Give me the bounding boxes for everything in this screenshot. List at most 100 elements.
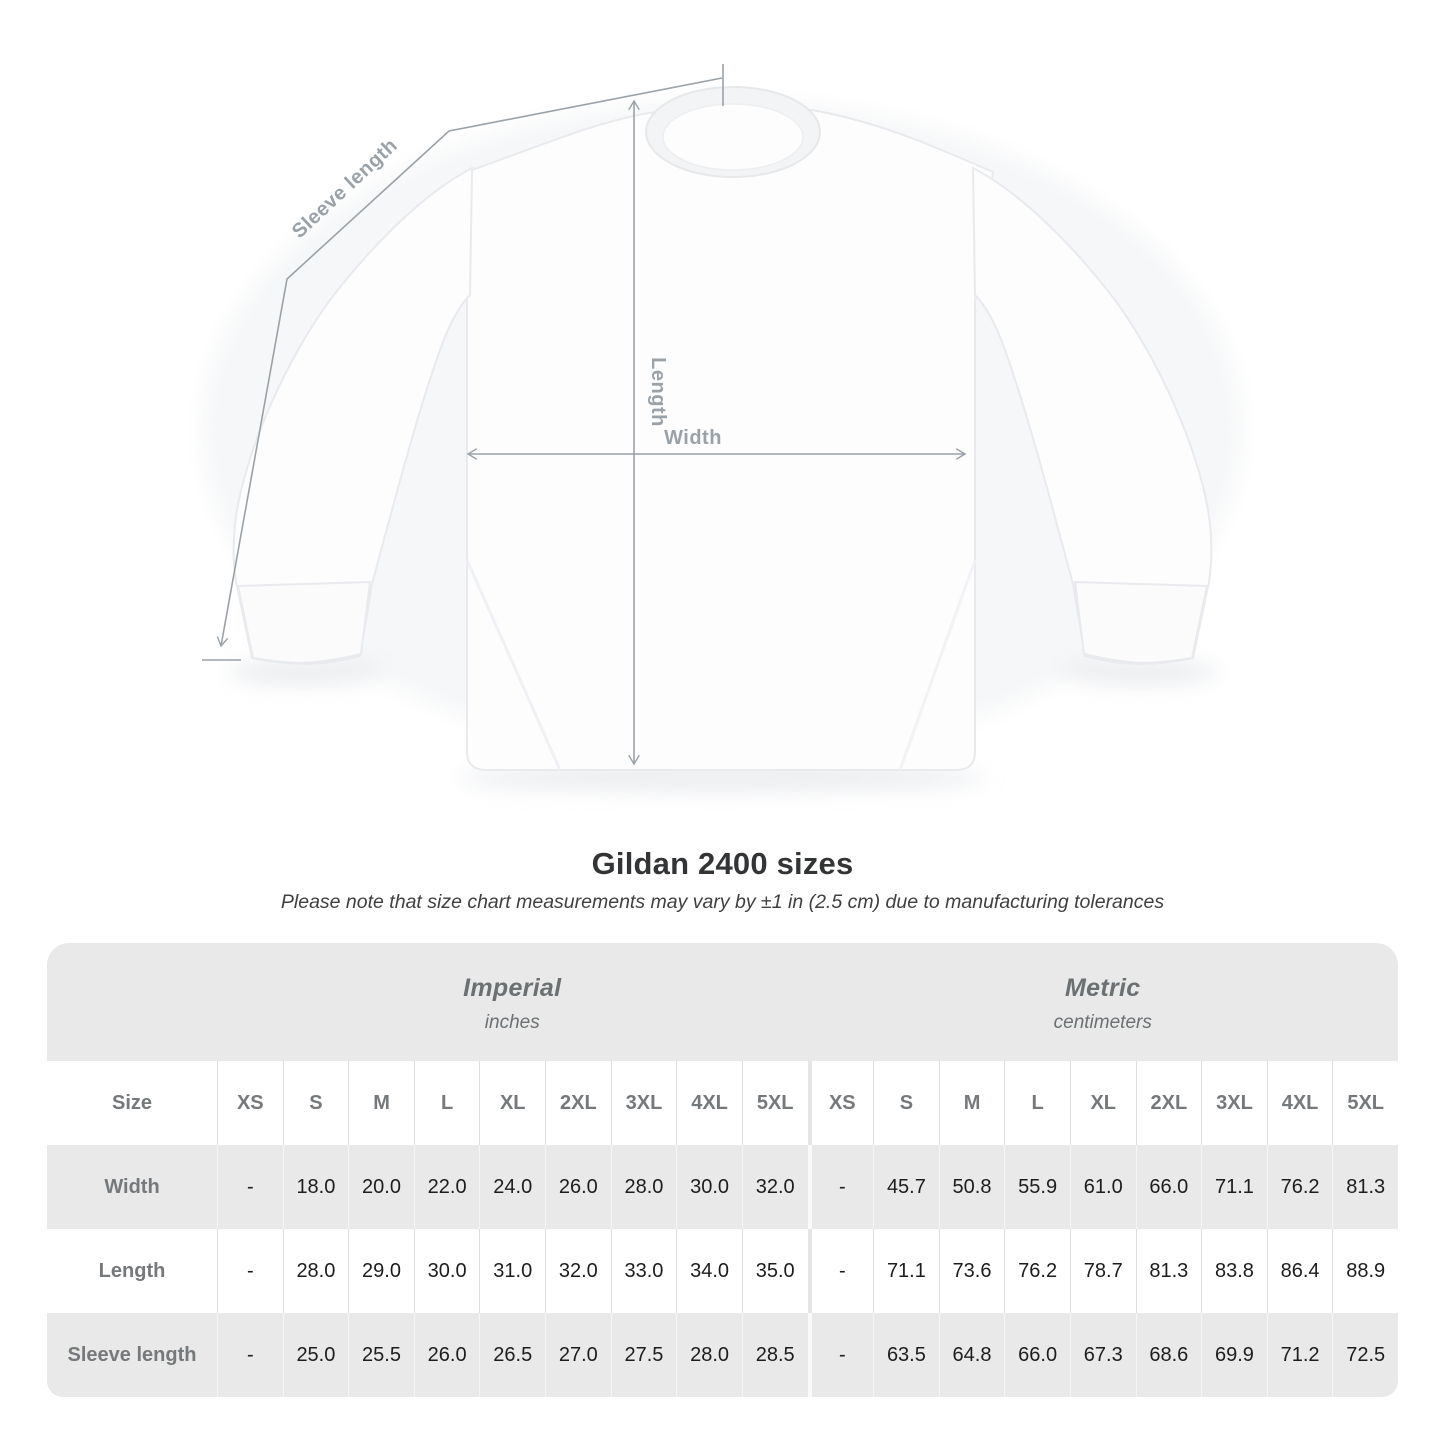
- shirt-right-cuff: [1073, 580, 1209, 664]
- value-cell-metric: 63.5: [873, 1313, 939, 1397]
- value-cell-metric: 64.8: [938, 1313, 1005, 1397]
- value-cell-imperial: 32.0: [741, 1145, 808, 1229]
- length-label: Length: [647, 357, 669, 427]
- size-col-metric-4xl: 4XL: [1266, 1061, 1333, 1145]
- unit-header-spacer: [47, 943, 217, 1061]
- value-cell-imperial: 28.0: [610, 1145, 677, 1229]
- size-col-imperial-3xl: 3XL: [610, 1061, 677, 1145]
- value-cell-imperial: 22.0: [413, 1145, 480, 1229]
- metric-unit: centimeters: [1053, 1012, 1152, 1033]
- shirt: [232, 86, 1213, 771]
- unit-header-band: Imperial inches Metric centimeters: [47, 943, 1398, 1061]
- imperial-unit: inches: [484, 1012, 540, 1033]
- measurement-row: Length -28.0 29.0 30.0 31.0 32.0 33.0 34.0 35.0-…: [47, 1229, 1398, 1313]
- shirt-right-sleeve: [971, 166, 1213, 665]
- metric-title: Metric: [1065, 974, 1141, 1002]
- value-cell-metric: 55.9: [1004, 1145, 1070, 1229]
- value-cell-imperial: 28.0: [676, 1313, 742, 1397]
- value-cell-imperial: -: [217, 1313, 283, 1397]
- size-col-imperial-4xl: 4XL: [676, 1061, 742, 1145]
- value-cell-imperial: 29.0: [348, 1229, 414, 1313]
- size-col-metric-3xl: 3XL: [1201, 1061, 1267, 1145]
- value-cell-imperial: 31.0: [479, 1229, 545, 1313]
- metric-header: Metric centimeters: [808, 943, 1399, 1061]
- shirt-body: [466, 108, 995, 771]
- row-label: Width: [104, 1175, 160, 1198]
- value-cell-metric: 81.3: [1332, 1145, 1398, 1229]
- value-cell-metric: 72.5: [1332, 1313, 1398, 1397]
- measurement-lines: [202, 64, 967, 766]
- row-label: Length: [98, 1259, 166, 1282]
- size-col-metric-2xl: 2XL: [1135, 1061, 1202, 1145]
- size-col-metric-l: L: [1004, 1061, 1070, 1145]
- tolerance-note: Please note that size chart measurements…: [280, 891, 1165, 913]
- value-cell-imperial: 26.5: [479, 1313, 545, 1397]
- value-cell-metric: 66.0: [1004, 1313, 1070, 1397]
- size-header-row: Size XS S M L XL 2XL 3XL 4XL 5XL XS S M L XL 2XL 3XL 4XL 5…: [47, 1061, 1398, 1145]
- shirt-left-cuff: [236, 580, 372, 664]
- size-col-metric-m: M: [938, 1061, 1005, 1145]
- value-cell-imperial: 30.0: [413, 1229, 480, 1313]
- size-table-body: Size XS S M L XL 2XL 3XL 4XL 5XL XS S M L XL 2XL 3XL 4XL 5…: [47, 1061, 1398, 1397]
- value-cell-imperial: -: [217, 1145, 283, 1229]
- size-col-metric-xs: XS: [807, 1061, 874, 1145]
- value-cell-imperial: 26.0: [413, 1313, 480, 1397]
- value-cell-imperial: 28.5: [741, 1313, 808, 1397]
- shirt-collar: [645, 86, 821, 178]
- value-cell-metric: 86.4: [1266, 1229, 1333, 1313]
- width-label: Width: [664, 427, 722, 449]
- value-cell-metric: 71.1: [1201, 1145, 1267, 1229]
- value-cell-metric: 69.9: [1201, 1313, 1267, 1397]
- value-cell-metric: 68.6: [1135, 1313, 1202, 1397]
- value-cell-imperial: 25.0: [282, 1313, 349, 1397]
- value-cell-metric: 50.8: [938, 1145, 1005, 1229]
- value-cell-metric: 66.0: [1135, 1145, 1202, 1229]
- size-col-imperial-2xl: 2XL: [545, 1061, 611, 1145]
- value-cell-imperial: 27.5: [610, 1313, 677, 1397]
- value-cell-imperial: 18.0: [282, 1145, 349, 1229]
- value-cell-metric: 71.1: [873, 1229, 939, 1313]
- page-title: Gildan 2400 sizes: [591, 846, 854, 881]
- row-label: Sleeve length: [67, 1343, 197, 1366]
- value-cell-metric: 61.0: [1069, 1145, 1136, 1229]
- value-cell-metric: -: [807, 1229, 874, 1313]
- value-cell-metric: 71.2: [1266, 1313, 1333, 1397]
- value-cell-imperial: 26.0: [545, 1145, 611, 1229]
- shirt-left-sleeve: [232, 166, 474, 665]
- value-cell-imperial: 28.0: [282, 1229, 349, 1313]
- size-col-imperial-xl: XL: [479, 1061, 545, 1145]
- value-cell-metric: 83.8: [1201, 1229, 1267, 1313]
- measurement-row: Width -18.0 20.0 22.0 24.0 26.0 28.0 30.0 32.0-4…: [47, 1145, 1398, 1229]
- value-cell-imperial: 35.0: [741, 1229, 808, 1313]
- value-cell-imperial: 34.0: [676, 1229, 742, 1313]
- value-cell-metric: 78.7: [1069, 1229, 1136, 1313]
- imperial-header: Imperial inches: [217, 943, 808, 1061]
- measurement-row: Sleeve length -25.0 25.5 26.0 26.5 27.0 27.5 28…: [47, 1313, 1398, 1397]
- heading: Gildan 2400 sizes Please note that size …: [0, 846, 1445, 914]
- value-cell-imperial: -: [217, 1229, 283, 1313]
- value-cell-imperial: 24.0: [479, 1145, 545, 1229]
- value-cell-metric: 76.2: [1004, 1229, 1070, 1313]
- value-cell-imperial: 20.0: [348, 1145, 414, 1229]
- value-cell-metric: 76.2: [1266, 1145, 1333, 1229]
- value-cell-metric: 45.7: [873, 1145, 939, 1229]
- size-col-metric-5xl: 5XL: [1332, 1061, 1398, 1145]
- value-cell-metric: -: [807, 1145, 874, 1229]
- size-col-imperial-m: M: [348, 1061, 414, 1145]
- value-cell-metric: 73.6: [938, 1229, 1005, 1313]
- size-table: Imperial inches Metric centimeters Size X…: [47, 943, 1398, 1397]
- size-col-imperial-s: S: [282, 1061, 349, 1145]
- value-cell-metric: 81.3: [1135, 1229, 1202, 1313]
- sleeve-length-line: [216, 77, 723, 648]
- size-corner-label: Size: [111, 1091, 153, 1114]
- value-cell-metric: 88.9: [1332, 1229, 1398, 1313]
- imperial-title: Imperial: [463, 974, 562, 1002]
- value-cell-metric: -: [807, 1313, 874, 1397]
- size-col-metric-s: S: [873, 1061, 939, 1145]
- size-col-imperial-l: L: [413, 1061, 480, 1145]
- size-col-imperial-5xl: 5XL: [741, 1061, 808, 1145]
- value-cell-imperial: 27.0: [545, 1313, 611, 1397]
- size-col-imperial-xs: XS: [217, 1061, 283, 1145]
- shirt-diagram: Sleeve length Length Width: [202, 64, 1242, 791]
